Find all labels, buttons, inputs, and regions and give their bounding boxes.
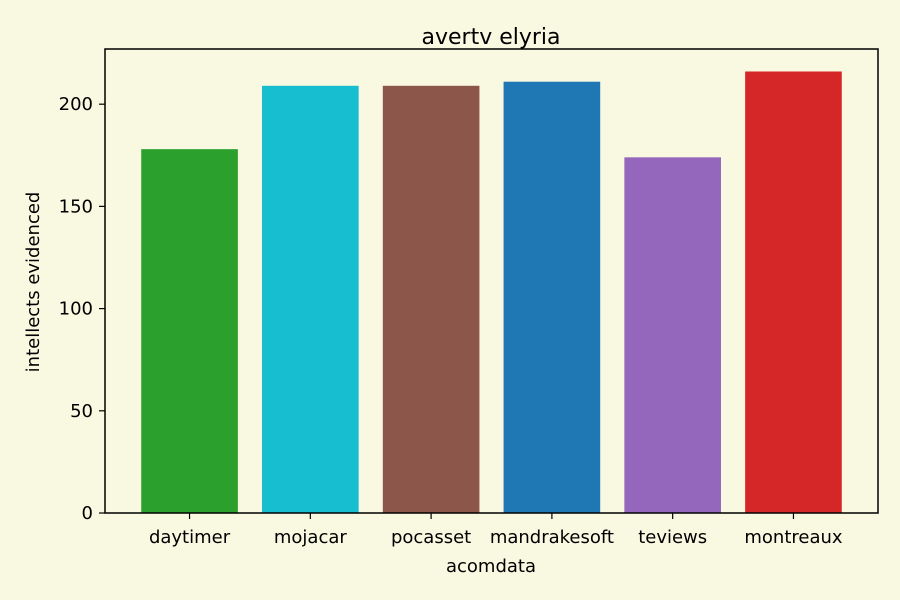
chart-title: avertv elyria (421, 25, 560, 50)
bar-mojacar (262, 85, 359, 513)
y-tick-label: 50 (70, 401, 93, 422)
y-tick-label: 100 (59, 299, 93, 320)
bar-daytimer (141, 149, 238, 514)
y-tick-label: 150 (59, 196, 93, 217)
x-tick-label: mandrakesoft (490, 527, 614, 548)
y-axis-label: intellects evidenced (23, 192, 44, 373)
bar-montreaux (745, 71, 842, 513)
bar-pocasset (382, 85, 480, 513)
x-axis-ticks: daytimer mojacar pocasset mandrakesoft tevie… (149, 513, 843, 548)
x-tick-label: pocasset (391, 527, 471, 548)
bars-layer (141, 71, 842, 514)
y-tick-label: 0 (82, 503, 93, 524)
x-tick-label: daytimer (149, 527, 231, 548)
y-tick-label: 200 (59, 94, 93, 115)
bar-mandrakesoft (503, 81, 601, 514)
x-tick-label: montreaux (744, 527, 843, 548)
bar-teviews (624, 157, 721, 513)
x-tick-label: mojacar (274, 527, 348, 548)
y-axis-ticks: 0 50 100 150 200 (59, 94, 105, 524)
x-tick-label: teviews (638, 527, 707, 548)
plot-frame (104, 48, 879, 514)
x-axis-label: acomdata (446, 556, 536, 577)
